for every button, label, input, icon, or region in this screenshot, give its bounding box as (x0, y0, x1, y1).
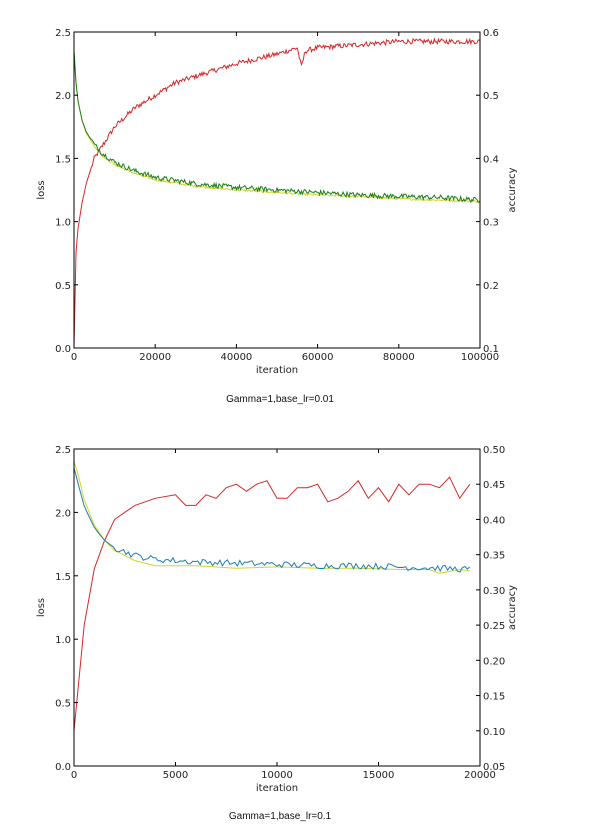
x-tick-label: 80000 (383, 352, 415, 363)
chart-caption: Gamma=1,base_lr=0.1 (229, 811, 332, 822)
chart-2: 0 5000 10000 15000 20000 0.0 0.5 1.0 1.5 2.0 2.5 0.… (36, 445, 518, 822)
x-tick-label: 0 (71, 352, 77, 363)
y-tick-label: 1.5 (55, 154, 71, 165)
y2-tick-label: 0.25 (483, 621, 505, 632)
y2-tick-label: 0.20 (483, 656, 505, 667)
y-tick-label: 2.5 (55, 445, 71, 456)
y2-tick-label: 0.5 (483, 91, 499, 102)
y2-tick-label: 0.45 (483, 480, 505, 491)
y-tick-label: 1.0 (55, 635, 71, 646)
x-axis-label: iteration (256, 365, 298, 376)
series-line-loss-3 (74, 50, 480, 203)
y2-tick-label: 0.15 (483, 692, 505, 703)
y2-axis-label: accuracy (507, 585, 518, 630)
x-tick-label: 20000 (464, 770, 496, 781)
x-tick-label: 0 (71, 770, 77, 781)
x-tick-label: 5000 (163, 770, 188, 781)
y2-tick-label: 0.4 (483, 154, 499, 165)
y2-tick-label: 0.35 (483, 551, 505, 562)
y2-tick-label: 0.50 (483, 445, 505, 456)
y2-tick-label: 0.40 (483, 515, 505, 526)
plot-frame (73, 31, 481, 349)
y-tick-label: 0.0 (55, 344, 71, 355)
plot-frame (73, 448, 481, 767)
chart-1: 0 20000 40000 60000 80000 100000 0.0 0.5 1.0 1.5 2… (36, 28, 518, 405)
x-tick-label: 40000 (220, 352, 252, 363)
series-line-accuracy-1 (74, 37, 480, 348)
series-line-loss-2 (74, 461, 470, 574)
y-tick-label: 0.5 (55, 281, 71, 292)
x-tick-label: 15000 (363, 770, 395, 781)
y-tick-label: 1.5 (55, 572, 71, 583)
y-axis-label: loss (36, 180, 47, 199)
x-tick-label: 20000 (139, 352, 171, 363)
y-axis-label: loss (36, 598, 47, 617)
series-line-loss-3 (74, 467, 471, 573)
y-tick-label: 0.5 (55, 699, 71, 710)
y-tick-label: 2.5 (55, 28, 71, 39)
y-tick-label: 0.0 (55, 762, 71, 773)
y-tick-label: 1.0 (55, 218, 71, 229)
y2-tick-label: 0.3 (483, 218, 499, 229)
x-tick-label: 100000 (461, 352, 499, 363)
y2-tick-label: 0.1 (483, 344, 499, 355)
y2-tick-label: 0.2 (483, 281, 499, 292)
series-line-loss-2 (74, 50, 480, 203)
y-tick-label: 2.0 (55, 508, 71, 519)
y2-axis-label: accuracy (507, 167, 518, 212)
y2-tick-label: 0.10 (483, 727, 505, 738)
y2-tick-label: 0.6 (483, 28, 499, 39)
x-tick-label: 60000 (302, 352, 334, 363)
y2-tick-label: 0.30 (483, 586, 505, 597)
chart-caption: Gamma=1,base_lr=0.01 (226, 394, 334, 405)
x-axis-label: iteration (256, 783, 298, 794)
series-line-accuracy-1 (74, 476, 471, 731)
x-tick-label: 10000 (261, 770, 293, 781)
y-tick-label: 2.0 (55, 91, 71, 102)
y2-tick-label: 0.05 (483, 762, 505, 773)
